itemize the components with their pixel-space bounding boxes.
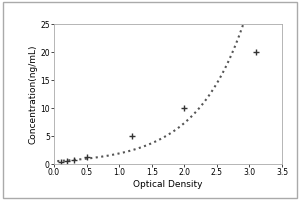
X-axis label: Optical Density: Optical Density (133, 180, 203, 189)
Y-axis label: Concentration(ng/mL): Concentration(ng/mL) (28, 44, 38, 144)
